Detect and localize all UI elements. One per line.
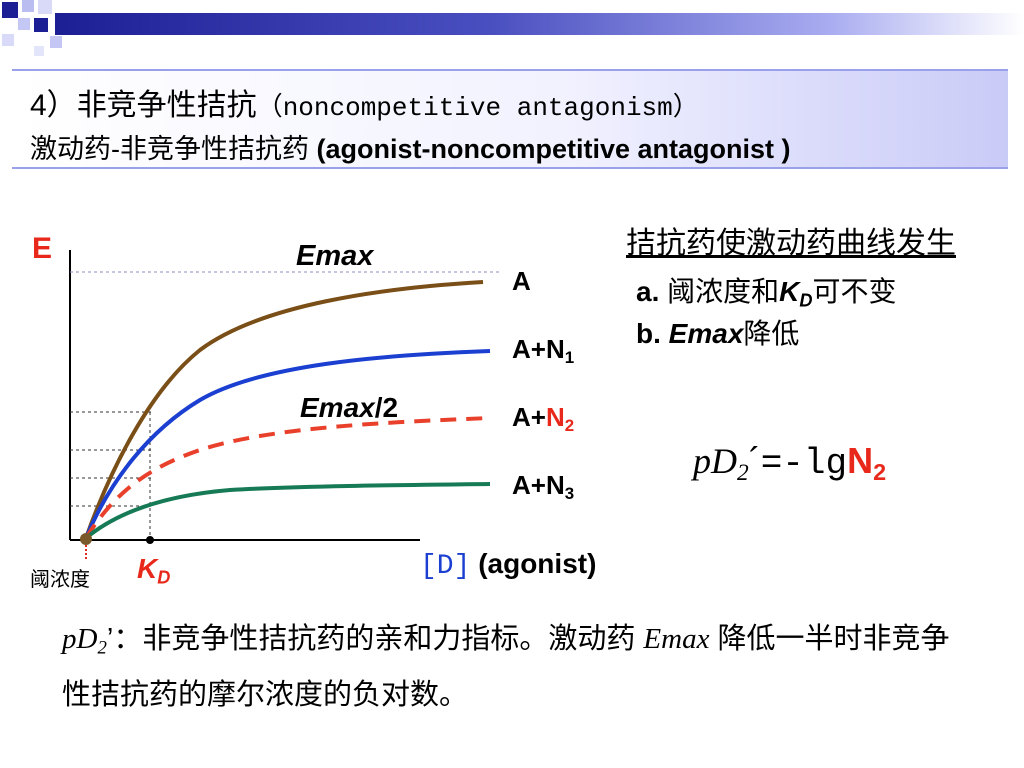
- y-axis-label: E: [32, 232, 53, 265]
- title-box: [12, 69, 1008, 169]
- right-panel-title: 拮抗药使激动药曲线发生: [626, 227, 956, 260]
- top-gradient-bar: [55, 13, 1024, 35]
- curve-a-n1: [84, 349, 491, 539]
- corner-decoration: [2, 0, 62, 56]
- curve-label-a: A: [512, 266, 531, 296]
- emax-half-label: Emax/2: [300, 392, 399, 423]
- kd-label: KD: [137, 553, 171, 588]
- curve-a-n2: [84, 416, 491, 540]
- footnote-text: pD2’：非竞争性拮抗药的亲和力指标。激动药 Emax 降低一半时非竞争性拮抗药…: [62, 623, 950, 711]
- right-item-a: a. 阈浓度和KD可不变: [636, 276, 897, 311]
- right-item-b: b. Emax降低: [636, 318, 800, 349]
- curve-a-n3: [84, 482, 491, 540]
- curve-a: [84, 280, 484, 539]
- slide-title: 4）非竞争性拮抗（noncompetitive antagonism）: [30, 89, 699, 123]
- emax-label: Emax: [296, 240, 374, 272]
- curve-label-a-n1: A+N1: [512, 334, 575, 368]
- slide-subtitle: 激动药-非竞争性拮抗药 (agonist-noncompetitive anta…: [30, 134, 791, 164]
- threshold-label: 阈浓度: [30, 569, 90, 591]
- pd2-formula: pD2´=-lgN2: [693, 440, 887, 487]
- curve-label-a-n3: A+N3: [512, 470, 575, 504]
- threshold-point: [80, 533, 92, 545]
- kd-point: [146, 536, 154, 544]
- x-axis-label: [D] (agonist): [420, 548, 597, 582]
- curve-label-a-n2: A+N2: [512, 402, 575, 436]
